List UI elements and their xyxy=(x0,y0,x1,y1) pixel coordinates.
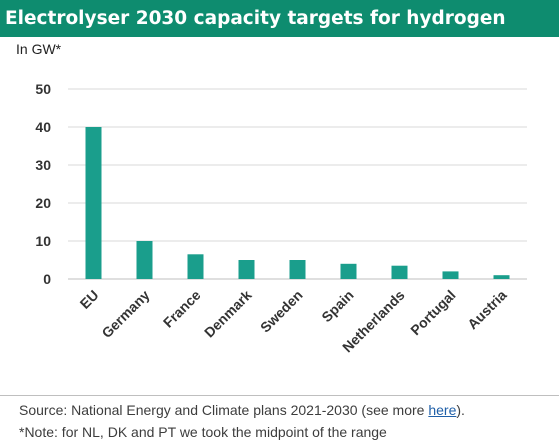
y-tick-label: 30 xyxy=(35,157,51,173)
x-tick-label-austria: Austria xyxy=(464,287,510,333)
x-tick-label-germany: Germany xyxy=(98,287,152,341)
x-tick-label-eu: EU xyxy=(77,287,102,312)
y-tick-label: 40 xyxy=(35,119,51,135)
x-tick-label-portugal: Portugal xyxy=(407,287,458,338)
bar-eu xyxy=(85,127,102,279)
bar-france xyxy=(187,254,204,279)
bar-germany xyxy=(136,241,153,279)
bar-portugal xyxy=(442,271,459,279)
source-line: Source: National Energy and Climate plan… xyxy=(19,402,465,418)
chart-title: Electrolyser 2030 capacity targets for h… xyxy=(0,0,559,37)
footnote: *Note: for NL, DK and PT we took the mid… xyxy=(19,424,387,440)
bar-austria xyxy=(493,275,510,279)
source-text: Source: National Energy and Climate plan… xyxy=(19,402,429,418)
bar-netherlands xyxy=(391,265,408,279)
source-link[interactable]: here xyxy=(428,402,457,418)
bars xyxy=(85,127,510,279)
y-tick-labels: 0 10 20 30 40 50 xyxy=(35,81,51,287)
bar-spain xyxy=(340,263,357,279)
x-tick-label-denmark: Denmark xyxy=(201,287,255,341)
x-tick-label-france: France xyxy=(160,287,204,331)
x-tick-label-sweden: Sweden xyxy=(257,287,306,336)
source-suffix: ). xyxy=(456,402,465,418)
footer-divider xyxy=(0,395,559,396)
y-axis-unit-label: In GW* xyxy=(16,41,62,57)
y-tick-label: 20 xyxy=(35,195,51,211)
bar-denmark xyxy=(238,260,255,279)
y-tick-label: 50 xyxy=(35,81,51,97)
bar-sweden xyxy=(289,260,306,279)
y-tick-label: 10 xyxy=(35,233,51,249)
y-tick-label: 0 xyxy=(43,271,51,287)
x-tick-label-spain: Spain xyxy=(318,287,356,325)
